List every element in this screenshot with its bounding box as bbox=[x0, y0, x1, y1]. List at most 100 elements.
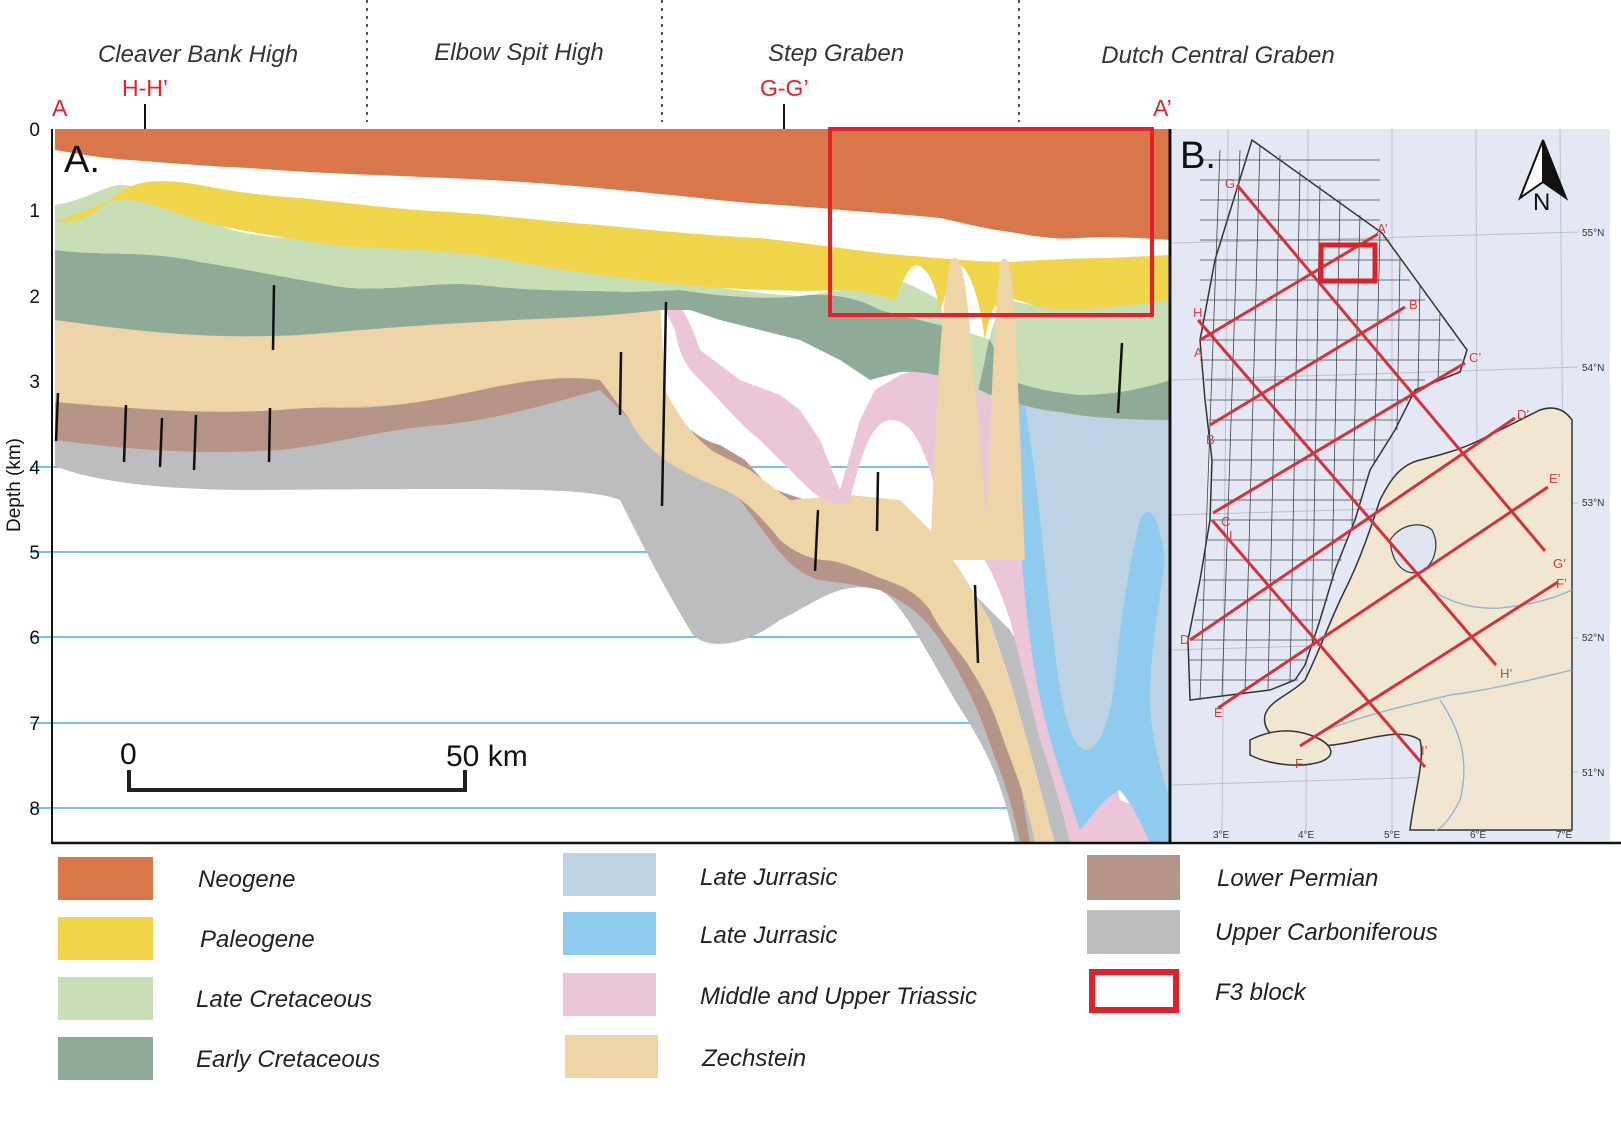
latitude-label: 55°N bbox=[1582, 228, 1604, 239]
grid-line bbox=[1289, 169, 1301, 683]
map-label-h: H bbox=[1193, 305, 1202, 320]
section-line-e bbox=[1217, 485, 1549, 710]
grid-line bbox=[1267, 154, 1281, 691]
region-cleaver-bank-high: Cleaver Bank High bbox=[98, 41, 298, 68]
legend-label-triassic: Middle and Upper Triassic bbox=[700, 983, 977, 1010]
grid-line bbox=[1331, 199, 1341, 576]
y-tick-label: 8 bbox=[29, 799, 40, 820]
legend-swatch-triassic bbox=[563, 973, 656, 1016]
y-tick-label: 0 bbox=[29, 120, 40, 141]
grid-line bbox=[1221, 149, 1241, 696]
y-tick-label: 3 bbox=[29, 372, 40, 393]
cross-section-panel: 0 1 2 3 4 5 6 7 8 Depth (km) A. 0 50 km bbox=[4, 120, 1621, 845]
y-tick-label: 7 bbox=[29, 714, 40, 735]
legend-swatch-late-jurassic-light bbox=[563, 853, 656, 896]
north-label: N bbox=[1533, 189, 1550, 216]
section-line-d bbox=[1189, 416, 1516, 642]
legend-label-f3-block: F3 block bbox=[1215, 979, 1308, 1006]
legend-swatch-neogene bbox=[58, 857, 153, 900]
longitude-label: 3°E bbox=[1213, 830, 1230, 841]
legend-label-paleogene: Paleogene bbox=[200, 926, 315, 953]
layer-paleogene bbox=[55, 150, 1170, 340]
legend-label-late-jurassic-blue: Late Jurrasic bbox=[700, 922, 837, 949]
legend-swatch-lower-permian bbox=[1087, 855, 1180, 900]
map-label-g: G bbox=[1225, 176, 1235, 191]
map-f3-block-marker bbox=[1318, 242, 1378, 284]
location-map-panel: G A’ H B’ A C’ D’ B E’ C I G’ F’ D H’ E … bbox=[1171, 128, 1610, 841]
f3-block-box bbox=[828, 127, 1154, 317]
map-label-a-prime: A’ bbox=[1377, 221, 1388, 236]
map-label-c-prime: C’ bbox=[1469, 350, 1481, 365]
north-arrow-icon bbox=[1517, 139, 1569, 201]
layer-early-cretaceous bbox=[55, 250, 1170, 420]
map-label-h-prime: H’ bbox=[1500, 666, 1512, 681]
latitude-label: 53°N bbox=[1582, 498, 1604, 509]
fault-line bbox=[122, 404, 128, 463]
map-lake-ijsselmeer bbox=[1389, 524, 1437, 574]
salt-diapir-2 bbox=[985, 258, 1025, 560]
scale-bar: 0 50 km bbox=[120, 738, 528, 792]
scale-bar-end: 50 km bbox=[446, 740, 528, 773]
y-tick-label: 6 bbox=[29, 628, 40, 649]
fault-line bbox=[813, 509, 820, 572]
layer-triassic bbox=[55, 290, 1170, 843]
grid-line bbox=[1351, 214, 1361, 526]
longitude-label: 5°E bbox=[1384, 830, 1401, 841]
y-tick-label: 2 bbox=[29, 287, 40, 308]
section-line-a bbox=[1199, 232, 1379, 342]
river bbox=[1434, 699, 1465, 831]
layer-upper-carboniferous bbox=[55, 360, 1110, 843]
region-header: Cleaver Bank High Elbow Spit High Step G… bbox=[52, 0, 1335, 129]
longitude-line bbox=[1221, 128, 1229, 831]
section-line-i bbox=[1210, 519, 1427, 768]
map-label-f: F bbox=[1295, 756, 1303, 771]
section-line-b bbox=[1209, 305, 1406, 427]
scale-bar-start: 0 bbox=[120, 738, 137, 771]
longitude-label: 6°E bbox=[1470, 830, 1487, 841]
y-tick-label: 1 bbox=[29, 201, 40, 222]
map-label-i-prime: I’ bbox=[1421, 743, 1428, 758]
region-dutch-central-graben: Dutch Central Graben bbox=[1101, 42, 1334, 69]
section-end-label: A’ bbox=[1153, 95, 1172, 121]
latitude-label: 54°N bbox=[1582, 363, 1604, 374]
fault-line bbox=[267, 407, 272, 463]
map-label-i: I bbox=[1229, 528, 1233, 543]
region-elbow-spit-high: Elbow Spit High bbox=[434, 39, 603, 66]
map-label-d-prime: D’ bbox=[1517, 407, 1529, 422]
legend-swatch-early-cretaceous bbox=[58, 1037, 153, 1080]
legend-swatch-zechstein bbox=[565, 1035, 658, 1078]
panel-a-label: A. bbox=[64, 139, 100, 181]
fault-lines bbox=[54, 284, 1124, 664]
section-line-h bbox=[1196, 319, 1498, 666]
river bbox=[1419, 579, 1573, 609]
scale-bar-line bbox=[127, 770, 467, 792]
y-tick-label: 5 bbox=[29, 543, 40, 564]
map-rivers bbox=[1314, 579, 1573, 831]
map-label-a: A bbox=[1194, 345, 1203, 360]
crossline-gg-label: G-G’ bbox=[760, 75, 809, 101]
fault-line bbox=[973, 584, 980, 664]
fault-line bbox=[158, 417, 164, 468]
panel-b-label: B. bbox=[1180, 135, 1216, 177]
latitude-line bbox=[1171, 366, 1579, 381]
salt-diapir-1 bbox=[930, 257, 990, 560]
legend-label-lower-permian: Lower Permian bbox=[1217, 865, 1378, 892]
layer-late-jurassic-blue bbox=[1010, 345, 1170, 843]
layer-zechstein bbox=[55, 300, 1055, 843]
map-label-g-prime: G’ bbox=[1553, 556, 1566, 571]
latitude-label: 51°N bbox=[1582, 768, 1604, 779]
region-step-graben: Step Graben bbox=[768, 40, 904, 67]
layer-neogene bbox=[55, 129, 1170, 240]
legend-swatch-upper-carboniferous bbox=[1087, 910, 1180, 954]
legend-label-zechstein: Zechstein bbox=[701, 1045, 806, 1072]
grid-line bbox=[1373, 232, 1381, 466]
map-label-e-prime: E’ bbox=[1549, 471, 1561, 486]
legend-swatch-late-jurassic-blue bbox=[563, 912, 656, 955]
latitude-label: 52°N bbox=[1582, 633, 1604, 644]
section-line-g bbox=[1235, 184, 1547, 552]
legend-label-upper-carboniferous: Upper Carboniferous bbox=[1215, 919, 1438, 946]
fault-line bbox=[618, 351, 623, 416]
section-start-label: A bbox=[52, 95, 68, 121]
legend-swatch-paleogene bbox=[58, 917, 153, 960]
longitude-label: 4°E bbox=[1298, 830, 1315, 841]
